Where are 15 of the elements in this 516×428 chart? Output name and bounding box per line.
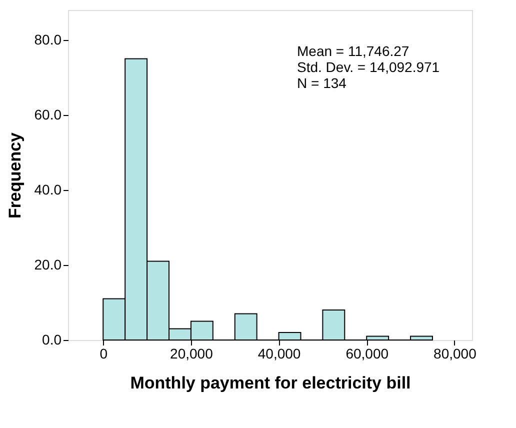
y-axis-title: Frequency [5,132,24,218]
x-axis-title: Monthly payment for electricity bill [130,374,411,392]
y-tick-label: 40.0 [34,182,62,198]
annotation: Mean = 11,746.27 [297,43,410,59]
annotation: Std. Dev. = 14,092.971 [297,59,440,75]
y-tick-label: 20.0 [34,256,62,272]
annotation: N = 134 [297,75,347,91]
y-tick-label: 0.0 [42,332,62,348]
y-tick-label: 80.0 [34,32,62,48]
x-tick-label: 80,000 [434,346,477,362]
x-tick-label: 20,000 [170,346,214,362]
y-tick-label: 60.0 [34,106,62,122]
x-tick-label: 60,000 [346,346,389,362]
x-tick-label: 0 [100,346,108,362]
x-tick-label: 40,000 [258,346,301,362]
